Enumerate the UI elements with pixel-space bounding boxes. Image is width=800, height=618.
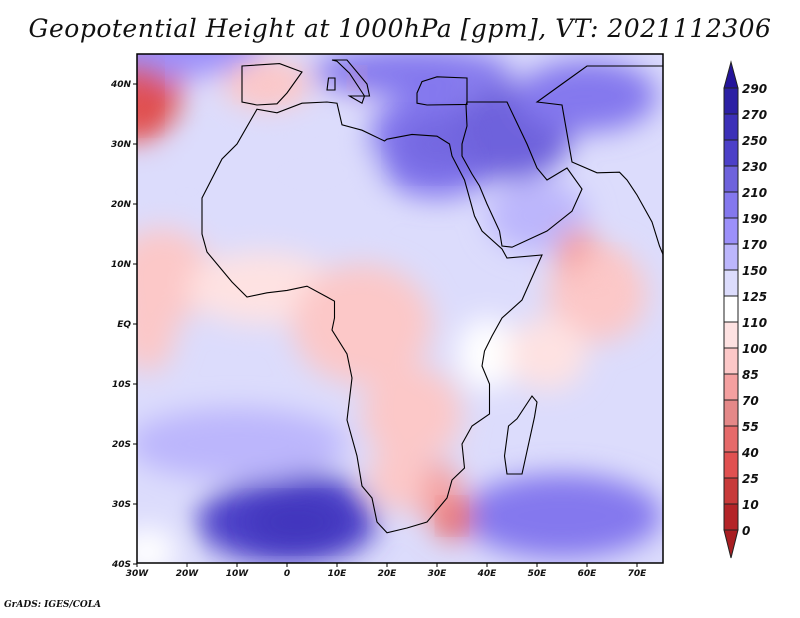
colorbar-segment (723, 373, 739, 401)
colorbar-segment (723, 191, 739, 219)
field-region (242, 126, 382, 222)
colorbar-label: 270 (742, 108, 767, 122)
colorbar-label: 100 (742, 342, 767, 356)
colorbar-label: 150 (742, 264, 767, 278)
colorbar-label: 170 (742, 238, 767, 252)
coastlines (201, 59, 663, 534)
colorbar-label: 210 (742, 186, 767, 200)
field-region (137, 276, 177, 372)
colorbar-segment (723, 321, 739, 349)
field-core (247, 498, 347, 546)
field-core (397, 114, 477, 174)
colorbar-label: 25 (742, 472, 759, 486)
colorbar-label: 190 (742, 212, 767, 226)
x-tick-label: 30W (126, 569, 150, 579)
colorbar-extend-max (723, 60, 739, 89)
coastline-sardinia (326, 77, 336, 91)
colorbar-segment (723, 425, 739, 453)
x-tick-label: 10E (328, 569, 348, 579)
field-region (137, 408, 347, 480)
colorbar-label: 290 (742, 82, 767, 96)
colorbar-segment (723, 113, 739, 141)
field-core (572, 252, 622, 300)
field-region (487, 180, 587, 252)
chart-title: Geopotential Height at 1000hPa [gpm], VT… (28, 14, 772, 43)
colorbar-segment (723, 87, 739, 115)
colorbar-label: 250 (742, 134, 767, 148)
field-core (137, 66, 157, 126)
coastline-iberia (241, 63, 303, 106)
colorbar-label: 70 (742, 394, 759, 408)
colorbar-segment (723, 165, 739, 193)
colorbar-segment (723, 451, 739, 479)
coastline-turkey (416, 76, 468, 106)
colorbar-label: 125 (742, 290, 767, 304)
colorbar-label: 10 (742, 498, 759, 512)
field-region (462, 474, 662, 558)
colorbar-label: 55 (742, 420, 759, 434)
x-tick-label: 40E (477, 569, 498, 579)
colorbar-segment (723, 243, 739, 271)
field-region (137, 54, 260, 78)
coastline-sicily (347, 95, 366, 105)
field-region (517, 60, 657, 132)
y-tick-label: 40S (111, 560, 131, 570)
colorbar-segment (723, 139, 739, 167)
y-tick-label: 30S (112, 500, 131, 510)
field-region (457, 318, 517, 390)
y-tick-label: 40N (110, 80, 132, 90)
grads-credit: GrADS: IGES/COLA (4, 600, 102, 610)
coastline-iran-india (535, 65, 663, 256)
map-frame (136, 53, 664, 564)
colorbar-label: 110 (742, 316, 767, 330)
x-tick-label: 20W (176, 569, 200, 579)
field-core (349, 69, 365, 87)
colorbar-segment (723, 477, 739, 505)
field-region (137, 528, 177, 563)
x-tick-label: 70E (628, 569, 648, 579)
colorbar-segment (723, 295, 739, 323)
colorbar-label: 85 (742, 368, 759, 382)
field-region (292, 264, 432, 384)
y-axis-ticks: 40N 30N 20N 10N EQ 10S 20S 30S 40S (110, 80, 137, 570)
y-tick-label: EQ (117, 320, 131, 330)
x-tick-label: 60E (578, 569, 598, 579)
field-region (137, 156, 237, 228)
y-tick-label: 10N (111, 260, 132, 270)
coastline-madagascar (503, 395, 538, 475)
colorbar-segment (723, 217, 739, 245)
field-region (367, 450, 427, 510)
x-tick-label: 50E (528, 569, 548, 579)
field-core (439, 501, 465, 531)
x-tick-label: 0 (284, 569, 290, 579)
colorbar-segment (723, 503, 739, 531)
x-tick-label: 20E (378, 569, 398, 579)
field-region (312, 54, 512, 96)
colorbar: 2902702502302101901701501251101008570554… (723, 60, 767, 559)
field-region (362, 366, 462, 462)
x-tick-label: 10W (226, 569, 250, 579)
height-field (137, 54, 663, 563)
x-axis-ticks: 30W 20W 10W 0 10E 20E 30E 40E 50E 60E 70E (126, 563, 647, 579)
colorbar-extend-min (723, 529, 739, 559)
y-tick-label: 20S (112, 440, 131, 450)
coastline-italy (331, 59, 371, 97)
field-core (242, 69, 292, 99)
colorbar-segment (723, 347, 739, 375)
colorbar-segment (723, 269, 739, 297)
coastline-africa (201, 101, 543, 534)
x-tick-label: 30E (428, 569, 448, 579)
colorbar-label: 0 (742, 524, 750, 538)
y-tick-label: 10S (112, 380, 131, 390)
y-tick-label: 20N (111, 200, 132, 210)
field-region (507, 318, 587, 390)
y-tick-label: 30N (111, 140, 132, 150)
colorbar-label: 40 (741, 446, 759, 460)
colorbar-label: 230 (742, 160, 767, 174)
colorbar-segment (723, 399, 739, 427)
